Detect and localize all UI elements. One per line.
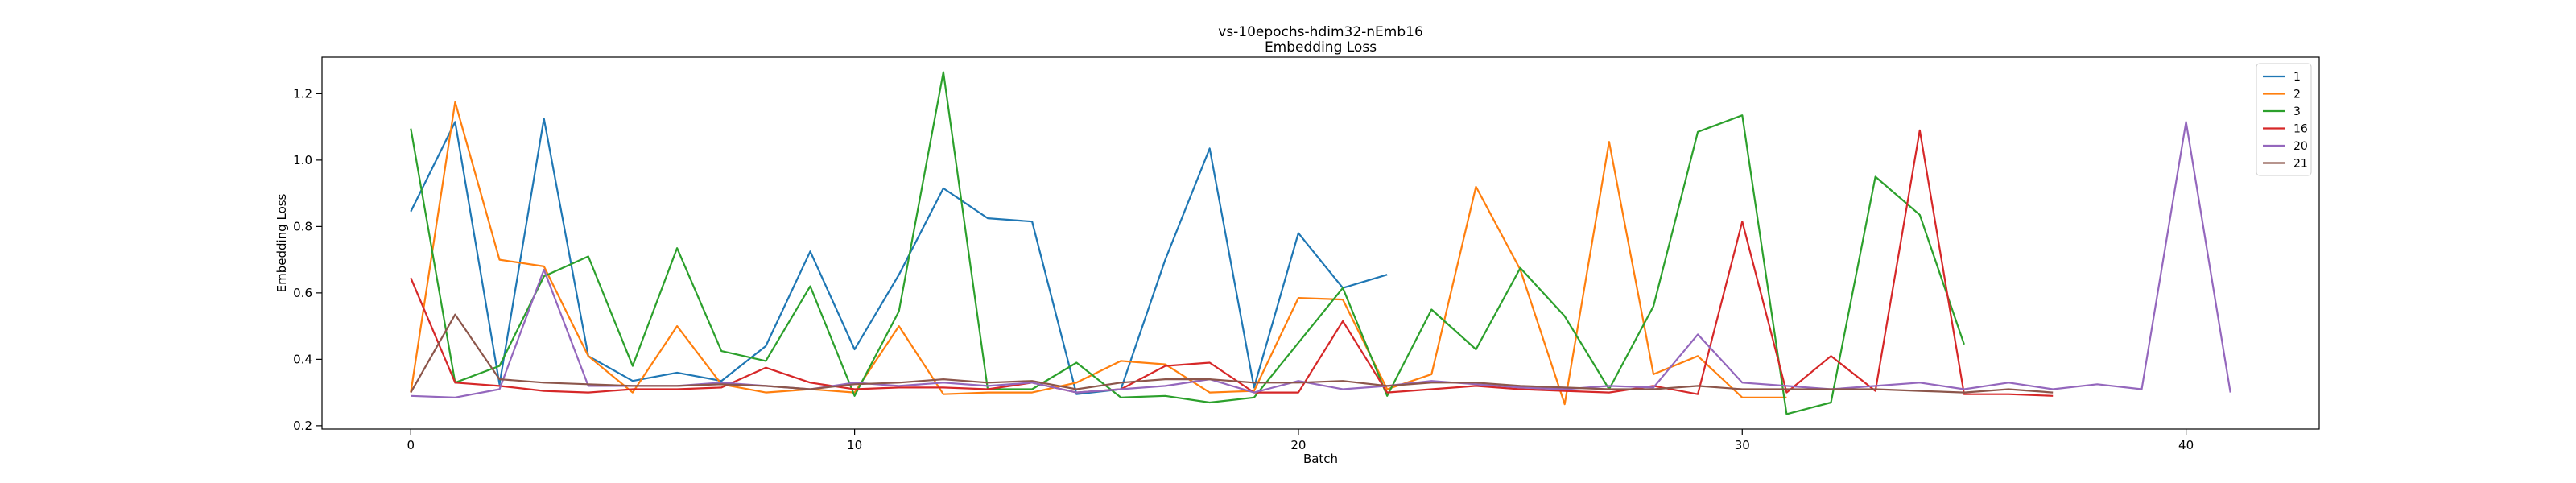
axes-frame <box>321 56 2320 430</box>
legend-label-21: 21 <box>2293 158 2308 171</box>
y-axis-label: Embedding Loss <box>275 193 289 292</box>
x-axis-label: Batch <box>1303 452 1338 466</box>
series-line-20 <box>411 121 2231 398</box>
y-tick-label: 0.6 <box>293 286 312 300</box>
x-tick-label: 20 <box>1290 438 1306 452</box>
legend-label-1: 1 <box>2293 71 2301 84</box>
y-tick-label: 1.2 <box>293 86 312 101</box>
chart-title: vs-10epochs-hdim32-nEmb16 <box>1218 24 1423 40</box>
y-tick-label: 0.8 <box>293 219 312 233</box>
legend-label-3: 3 <box>2293 105 2301 118</box>
y-tick-label: 1.0 <box>293 153 312 167</box>
x-tick-label: 10 <box>847 438 862 452</box>
plot-area <box>410 71 2231 415</box>
x-tick-label: 30 <box>1735 438 1750 452</box>
series-line-3 <box>410 71 1965 415</box>
y-tick-label: 0.2 <box>293 419 312 433</box>
legend-label-20: 20 <box>2293 140 2308 153</box>
series-line-2 <box>410 101 1787 406</box>
chart-subtitle: Embedding Loss <box>1265 39 1377 56</box>
y-tick-label: 0.4 <box>293 352 312 366</box>
series-line-1 <box>410 118 1388 395</box>
legend-box <box>2256 63 2312 176</box>
x-tick-label: 40 <box>2178 438 2194 452</box>
x-tick-label: 0 <box>407 438 415 452</box>
legend-label-16: 16 <box>2293 123 2308 136</box>
legend: 1 2 3 16 20 21 <box>2256 63 2312 176</box>
series-line-16 <box>410 129 2054 397</box>
series-line-21 <box>410 313 2054 394</box>
axis-ticks: 0 10 20 30 40 0.2 0.4 0.6 0.8 1.0 1.2 <box>293 86 2194 452</box>
legend-label-2: 2 <box>2293 89 2301 101</box>
